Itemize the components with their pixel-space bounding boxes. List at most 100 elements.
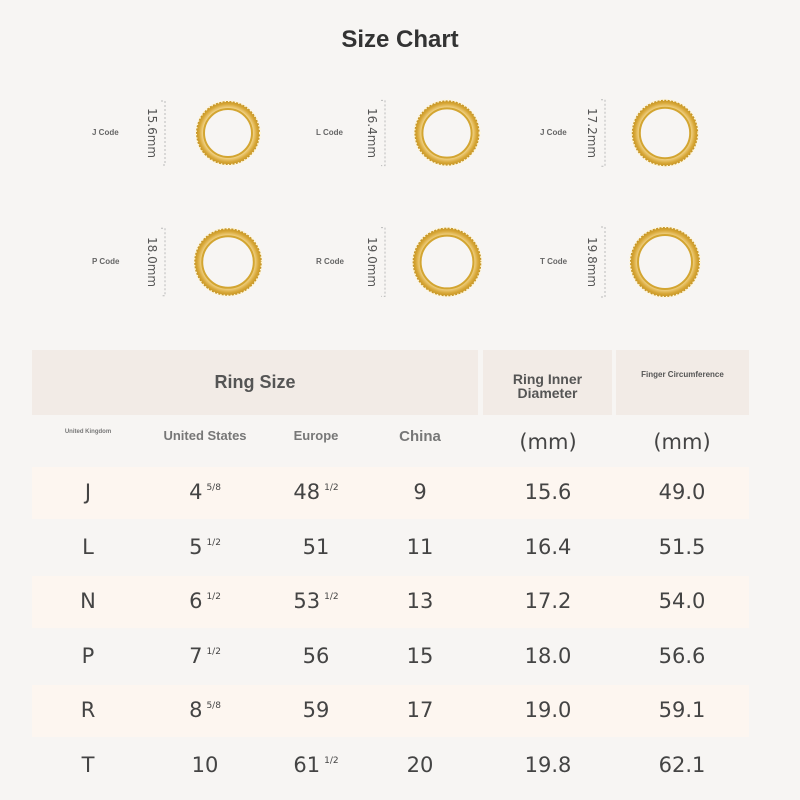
cell-text: 18.0 <box>524 643 572 668</box>
ring-size: 19.0mm <box>365 237 379 288</box>
ring-code: R Code <box>316 257 344 266</box>
cell-fraction: 1/2 <box>324 483 339 493</box>
column-header: China <box>399 428 441 445</box>
cell-fraction: 1/2 <box>324 592 339 602</box>
bracket <box>381 99 386 167</box>
bracket <box>601 226 606 298</box>
cell: N <box>28 589 148 613</box>
cell: 56.6 <box>622 644 742 668</box>
ring <box>413 99 481 167</box>
cell-text: 48 <box>293 480 321 504</box>
cell-text: 53 <box>293 589 321 613</box>
cell-text: 4 <box>189 480 203 504</box>
rings-art <box>161 98 701 298</box>
ring <box>629 226 701 298</box>
ring <box>195 100 261 166</box>
ring-code: J Code <box>540 128 567 137</box>
cell-text: J <box>84 480 92 504</box>
cell-text: 61 <box>293 752 321 777</box>
cell: 17 <box>360 698 480 722</box>
column-header: (mm) <box>519 430 577 454</box>
cell: 54.0 <box>622 589 742 613</box>
ring-code: T Code <box>540 257 568 266</box>
cell: R <box>28 698 148 722</box>
cell-fraction: 5/8 <box>206 483 221 493</box>
ring <box>630 98 700 168</box>
ring <box>419 234 475 290</box>
cell-text: 56.6 <box>658 643 706 668</box>
cell-text: 17 <box>406 698 434 722</box>
ring-size: 15.6mm <box>145 108 159 159</box>
cell: 53 1/2 <box>256 589 376 613</box>
cell-text: R <box>80 698 96 722</box>
cell-fraction: 1/2 <box>206 537 221 548</box>
cell: 11 <box>360 535 480 559</box>
cell-text: 16.4 <box>524 534 572 559</box>
ring-size: 19.8mm <box>585 237 599 288</box>
cell-text: 7 <box>189 643 203 668</box>
cell-text: 19.0 <box>524 698 572 722</box>
cell: 19.8 <box>488 753 608 777</box>
cell-text: 6 <box>189 589 203 613</box>
cell-text: T <box>81 752 95 777</box>
cell-text: 17.2 <box>524 589 572 613</box>
row-band <box>32 685 749 737</box>
bracket <box>381 227 386 297</box>
cell-text: 10 <box>191 752 219 777</box>
cell-text: 59 <box>302 698 330 722</box>
cell-text: 20 <box>406 752 434 777</box>
title: Size Chart <box>341 26 459 53</box>
cell-fraction: 1/2 <box>206 646 221 657</box>
cell: 8 5/8 <box>145 698 265 722</box>
cell: 51.5 <box>622 535 742 559</box>
group-header: Finger Circumference <box>616 350 749 415</box>
row-band <box>32 576 749 628</box>
cell-text: 13 <box>406 589 434 613</box>
cell-text: 59.1 <box>658 698 706 722</box>
ring <box>193 227 263 297</box>
ring <box>411 226 483 298</box>
cell: 9 <box>360 480 480 504</box>
bracket <box>601 99 606 167</box>
cell: 49.0 <box>622 480 742 504</box>
cell: 61 1/2 <box>256 753 376 777</box>
cell-text: 54.0 <box>658 589 706 613</box>
cell: 62.1 <box>622 753 742 777</box>
cell: 15.6 <box>488 480 608 504</box>
cell: 4 5/8 <box>145 480 265 504</box>
cell-text: P <box>81 643 95 668</box>
cell: 5 1/2 <box>145 535 265 559</box>
cell-text: 56 <box>302 643 330 668</box>
ring <box>203 108 253 158</box>
cell: 51 <box>256 535 376 559</box>
bracket <box>161 227 166 297</box>
cell-text: 51 <box>302 534 330 559</box>
row-band <box>32 467 749 519</box>
cell-text: 15.6 <box>524 480 572 504</box>
cell-text: 51.5 <box>658 534 706 559</box>
cell: 13 <box>360 589 480 613</box>
cell-text: 15 <box>406 643 434 668</box>
cell: 15 <box>360 644 480 668</box>
ring-size: 16.4mm <box>365 108 379 159</box>
ring <box>638 106 692 160</box>
column-header: Europe <box>293 428 339 443</box>
column-header: United States <box>163 428 247 443</box>
ring <box>201 235 255 289</box>
cell: J <box>28 480 148 504</box>
column-header: (mm) <box>653 430 711 454</box>
cell: 16.4 <box>488 535 608 559</box>
ring-code: P Code <box>92 257 120 266</box>
ring <box>421 107 473 159</box>
cell: 48 1/2 <box>256 480 376 504</box>
cell: 20 <box>360 753 480 777</box>
ring <box>637 234 693 290</box>
cell: 19.0 <box>488 698 608 722</box>
group-header: Ring Inner Diameter <box>483 350 612 415</box>
cell: T <box>28 753 148 777</box>
cell-fraction: 1/2 <box>206 592 221 602</box>
cell-text: 5 <box>189 534 203 559</box>
cell: 6 1/2 <box>145 589 265 613</box>
cell-text: 9 <box>413 480 427 504</box>
